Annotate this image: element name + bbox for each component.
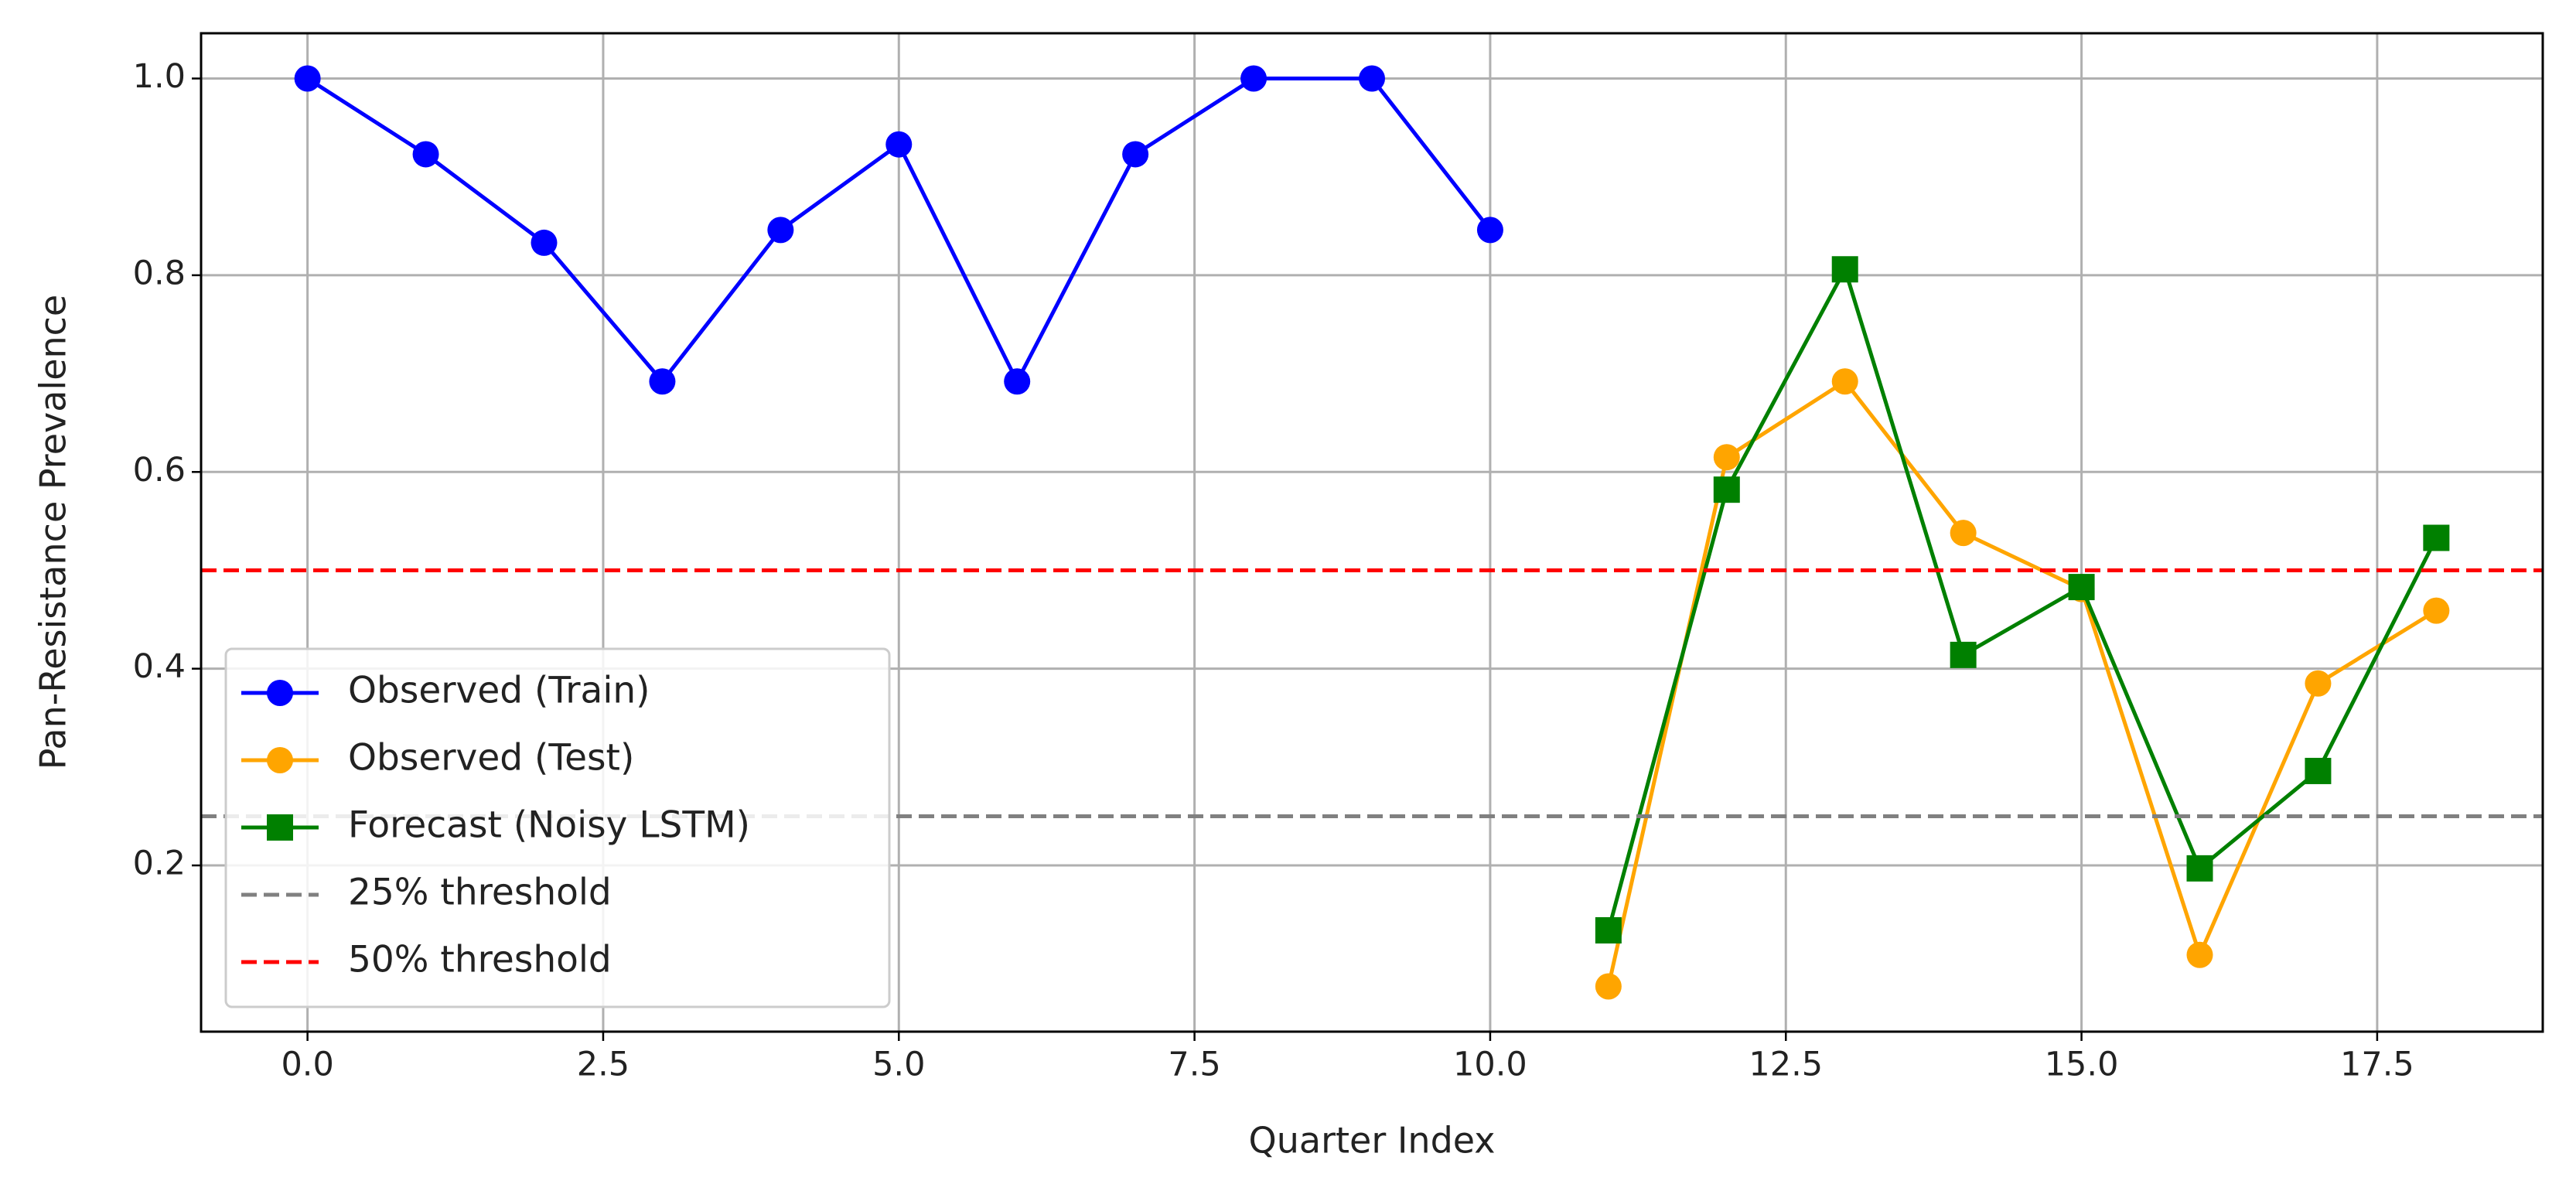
data-point [1595,973,1622,1000]
data-point [767,217,794,244]
data-point [2305,757,2332,784]
series-line [1606,378,2438,988]
x-tick-label: 17.5 [2340,1046,2414,1084]
legend-label: 25% threshold [348,872,612,914]
y-tick-label: 0.4 [133,647,186,686]
data-point [294,65,321,92]
data-point [1595,916,1622,943]
x-axis-label: Quarter Index [1249,1120,1496,1162]
data-point [1004,368,1031,395]
legend-marker [267,814,293,841]
data-point [2186,855,2213,882]
data-point [1950,641,1977,668]
data-point [2423,524,2450,551]
y-tick-label: 0.2 [133,844,186,883]
data-point [1240,65,1268,92]
x-tick-label: 12.5 [1749,1046,1823,1084]
legend-label: Forecast (Noisy LSTM) [348,804,750,847]
data-point [1831,368,1858,395]
x-tick-label: 0.0 [281,1046,333,1084]
plot-frame [200,32,2544,1033]
data-point [649,368,676,395]
x-tick-label: 15.0 [2045,1046,2119,1084]
data-point [2423,597,2450,624]
x-tick-label: 10.0 [1453,1046,1527,1084]
y-tick-label: 0.8 [133,254,186,292]
data-point [412,141,439,168]
data-point [1831,256,1858,283]
y-tick-label: 0.6 [133,451,186,490]
legend-box [224,647,891,1008]
legend: Observed (Train) Observed (Test) Forecast … [224,647,891,1008]
data-point [1476,217,1503,244]
y-tick-label: 1.0 [133,57,186,96]
legend-marker [267,747,293,773]
data-point [1359,65,1385,92]
data-point [1713,444,1740,471]
data-point [531,229,558,256]
series-line [1606,264,2438,931]
x-tick-label: 5.0 [872,1046,925,1084]
x-tick-label: 7.5 [1168,1046,1220,1084]
y-axis-label: Pan-Resistance Prevalence [32,295,74,770]
legend-label: 50% threshold [348,939,612,981]
legend-marker [267,680,293,706]
legend-label: Observed (Train) [348,670,650,712]
data-point [1122,141,1149,168]
data-point [885,131,913,158]
data-point [1713,476,1740,503]
data-point [2186,941,2213,968]
data-point [2068,574,2095,601]
data-point [2305,670,2332,697]
legend-label: Observed (Test) [348,737,634,780]
x-tick-label: 2.5 [577,1046,629,1084]
data-point [1950,520,1977,547]
